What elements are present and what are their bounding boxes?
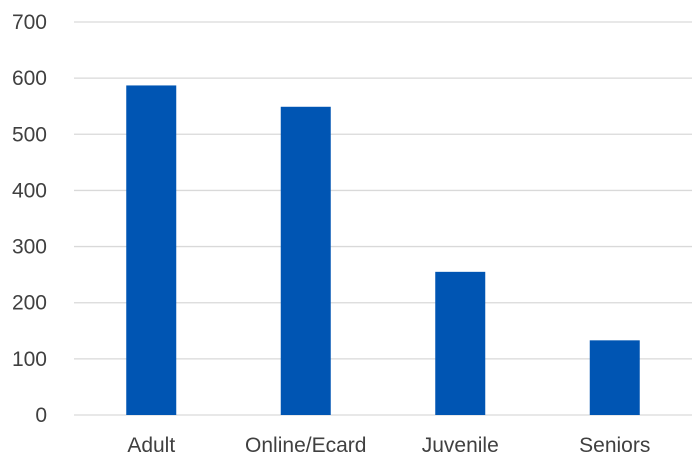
- bar-adult: [126, 85, 177, 415]
- bar-online-ecard: [280, 106, 331, 416]
- y-tick-label: 500: [12, 123, 47, 146]
- x-tick-label: Adult: [127, 434, 175, 457]
- x-tick-label: Online/Ecard: [245, 434, 366, 457]
- y-tick-label: 600: [12, 67, 47, 90]
- y-axis-ticks: 0 100 200 300 400 500 600 700: [12, 11, 47, 427]
- y-tick-label: 200: [12, 292, 47, 315]
- x-tick-label: Juvenile: [422, 434, 499, 457]
- y-tick-label: 400: [12, 179, 47, 202]
- x-tick-label: Seniors: [579, 434, 650, 457]
- y-tick-label: 0: [35, 404, 47, 427]
- y-tick-label: 100: [12, 348, 47, 371]
- grid-lines: [74, 21, 692, 416]
- y-tick-label: 300: [12, 236, 47, 259]
- bar-seniors: [589, 340, 640, 415]
- y-tick-label: 700: [12, 11, 47, 34]
- x-axis-ticks: Adult Online/Ecard Juvenile Seniors: [127, 434, 650, 457]
- bar-juvenile: [435, 271, 486, 415]
- bars: [126, 85, 640, 416]
